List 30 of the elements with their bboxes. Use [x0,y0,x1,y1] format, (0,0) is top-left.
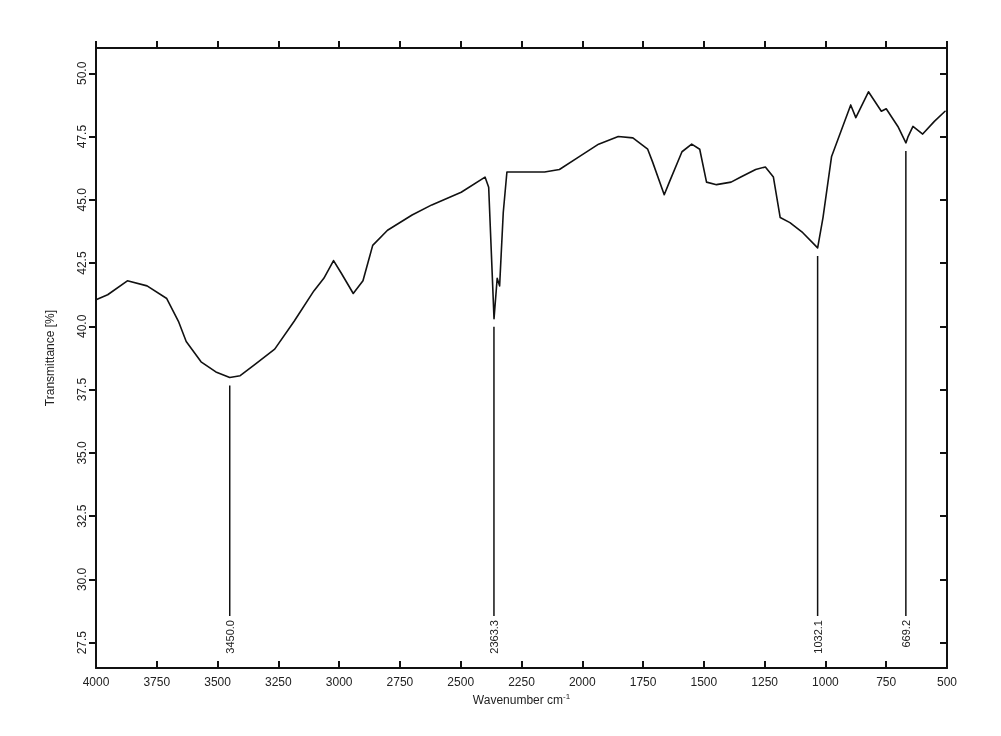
y-tick-label: 47.5 [75,124,89,149]
y-tick-label: 42.5 [75,251,89,275]
x-tick-label: 2250 [508,675,536,689]
y-tick-label: 27.5 [75,630,89,655]
y-tick-label: 40.0 [75,314,89,339]
x-tick-label: 2500 [447,675,475,689]
x-tick-label: 3750 [143,675,171,689]
x-tick-label: 3500 [204,675,232,689]
x-tick-label: 3000 [325,675,353,689]
x-tick-label: 3250 [265,675,293,689]
x-tick-label: 500 [936,675,958,689]
x-tick-label: 2750 [386,675,414,689]
annotation: 2363.3 [487,620,500,654]
annotation: 669.2 [899,620,912,648]
y-tick-label: 32.5 [75,504,89,528]
y-tick-label: 30.0 [75,567,89,592]
x-tick-label: 750 [876,675,897,689]
annotation: 3450.0 [223,620,236,654]
y-tick-label: 45.0 [75,187,89,212]
x-tick-label: 4000 [82,675,110,689]
x-tick-label: 2000 [568,675,596,689]
y-tick-label: 37.5 [75,377,89,402]
x-tick-label: 1000 [812,675,840,689]
y-tick-label: 35.0 [75,440,89,465]
x-tick-label: 1250 [751,675,779,689]
x-tick-label: 1500 [690,675,718,689]
y-axis-title: Transmittance [%] [43,309,57,407]
y-tick-label: 50.0 [75,61,89,85]
annotation: 1032.1 [811,620,824,654]
x-tick-label: 1750 [629,675,657,689]
